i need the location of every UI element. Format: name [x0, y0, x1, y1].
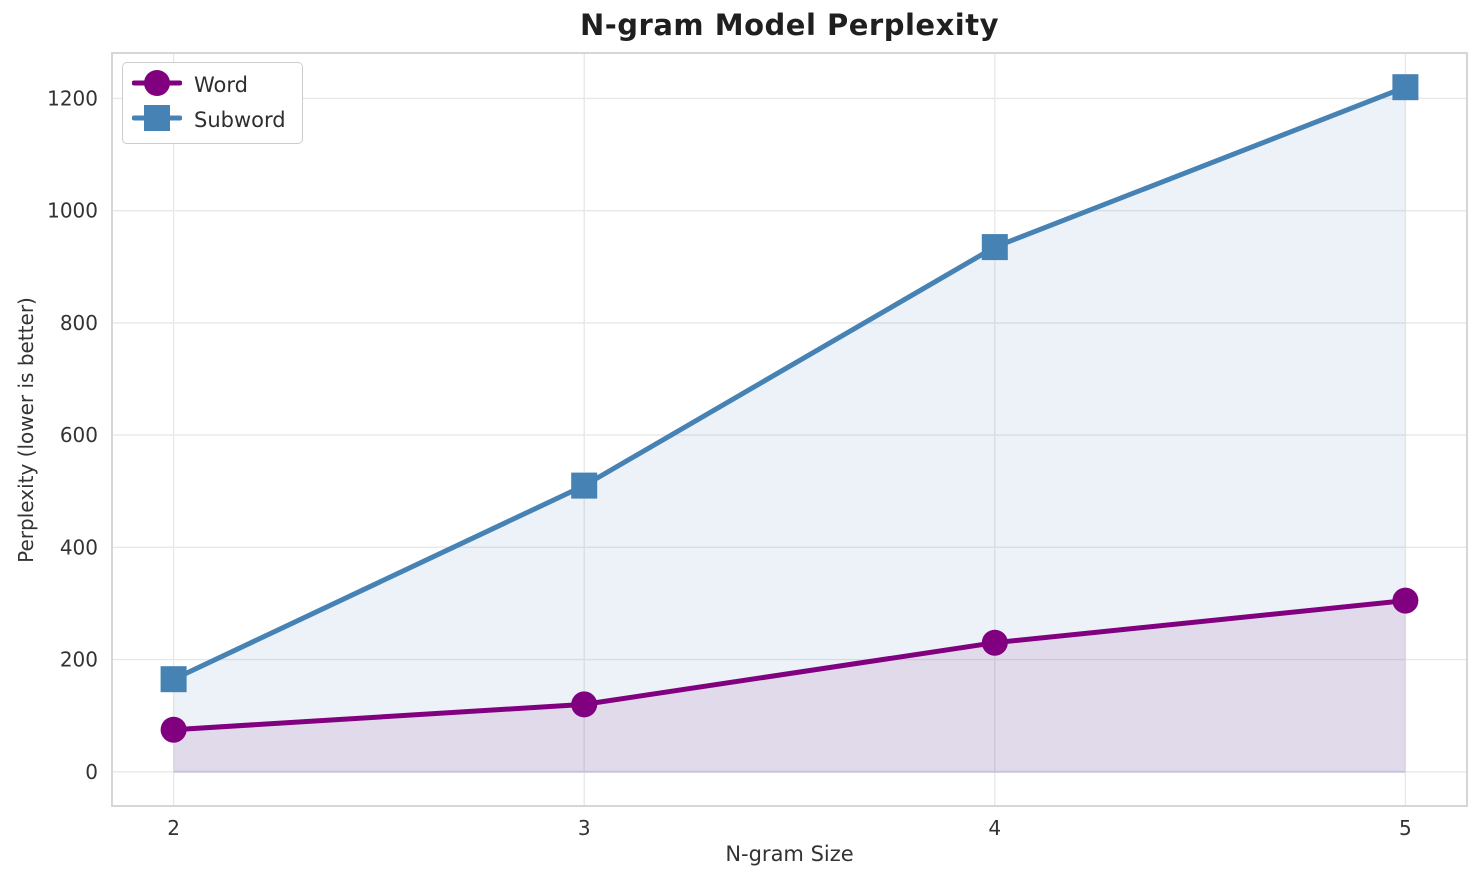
- x-axis-label: N-gram Size: [725, 842, 854, 866]
- subword-marker: [571, 472, 598, 499]
- subword-marker: [1392, 74, 1419, 101]
- word-marker: [160, 716, 187, 743]
- x-tick-label: 4: [988, 816, 1001, 840]
- plot-background: [112, 53, 1467, 806]
- subword-marker: [160, 666, 187, 693]
- y-tick-label: 600: [60, 423, 98, 447]
- word-area-fill: [173, 600, 1406, 772]
- legend-word-sample: [131, 69, 183, 101]
- legend-label-word: Word: [194, 73, 248, 97]
- legend-word-marker-icon: [144, 70, 170, 96]
- legend: Word Subword: [122, 62, 303, 144]
- y-tick-label: 400: [60, 535, 98, 559]
- word-line: [171, 598, 1408, 733]
- word-marker: [1392, 587, 1419, 614]
- y-tick-label: 1000: [47, 199, 98, 223]
- legend-subword-sample: [131, 104, 183, 136]
- subword-marker: [981, 234, 1008, 261]
- legend-item-word: Word: [131, 69, 286, 101]
- x-tick-label: 5: [1399, 816, 1412, 840]
- chart-title: N-gram Model Perplexity: [579, 8, 999, 42]
- plot-border: [111, 52, 1468, 807]
- word-marker: [571, 691, 598, 718]
- word-marker: [981, 629, 1008, 656]
- x-tick-label: 3: [578, 816, 591, 840]
- subword-area-fill: [173, 87, 1406, 772]
- x-tick-label: 2: [167, 816, 180, 840]
- y-tick-label: 800: [60, 311, 98, 335]
- legend-item-subword: Subword: [131, 104, 286, 136]
- legend-label-subword: Subword: [194, 108, 286, 132]
- y-tick-label: 200: [60, 648, 98, 672]
- subword-line: [171, 84, 1408, 682]
- y-tick-label: 1200: [47, 86, 98, 110]
- legend-subword-marker-icon: [144, 105, 170, 131]
- y-tick-label: 0: [85, 760, 98, 784]
